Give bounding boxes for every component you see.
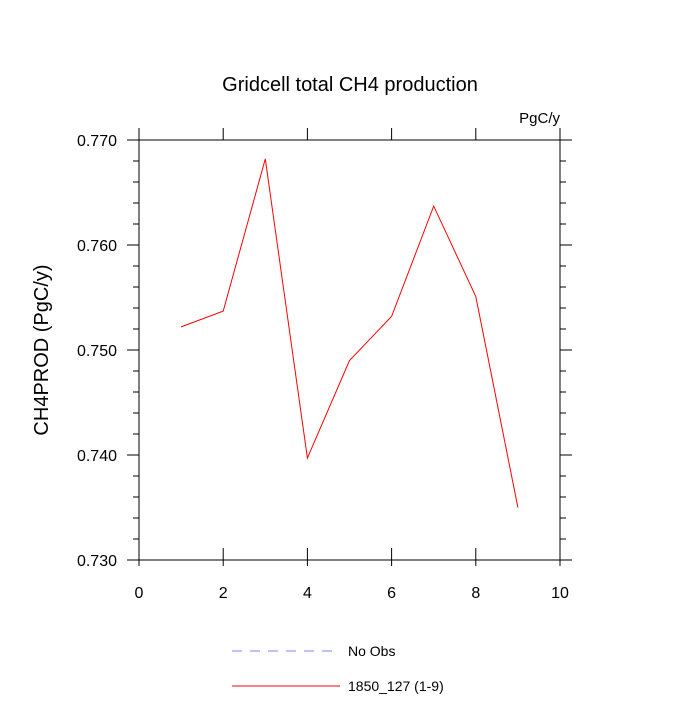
x-tick-label: 2 [219,585,228,602]
x-tick-label: 0 [135,585,144,602]
y-tick-label: 0.740 [77,448,117,465]
series-layer [180,158,519,508]
legend-label: No Obs [348,643,395,659]
x-tick-label: 6 [387,585,396,602]
axis-ticks [127,128,572,566]
x-tick-label: 4 [303,585,312,602]
y-tick-label: 0.760 [77,238,117,255]
y-tick-label: 0.730 [77,553,117,570]
x-tick-label: 10 [551,585,569,602]
chart-title: Gridcell total CH4 production [222,74,478,96]
units-label: PgC/y [519,110,560,127]
x-tick-label: 8 [471,585,480,602]
plot-frame [138,139,561,561]
y-axis-label: CH4PROD (PgC/y) [31,264,53,435]
series-line [180,158,519,508]
y-tick-label: 0.770 [77,133,117,150]
legend-label: 1850_127 (1-9) [348,678,444,694]
axis-tick-labels: 0 2 4 6 8 10 0.730 0.740 0.750 0.760 0.770 [77,133,569,602]
y-tick-label: 0.750 [77,343,117,360]
legend: No Obs 1850_127 (1-9) [232,643,444,694]
